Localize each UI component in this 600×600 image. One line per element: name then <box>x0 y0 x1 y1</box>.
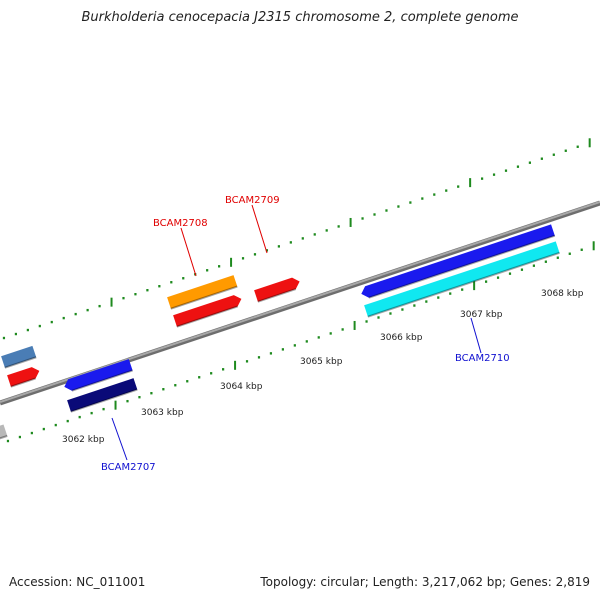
feature-blue-2707 <box>64 359 133 392</box>
gene-label: BCAM2710 <box>455 353 510 364</box>
lower-tick-track <box>6 241 595 443</box>
map-title: Burkholderia cenocepacia J2315 chromosom… <box>81 10 519 25</box>
ruler-label: 3067 kbp <box>460 310 503 320</box>
feature-navy-2707-body <box>67 378 138 412</box>
feature-gray-edge-body <box>0 424 8 439</box>
feature-red-2708 <box>173 295 242 328</box>
feature-red-left <box>7 367 40 388</box>
feature-cyan-2710-body <box>364 241 560 317</box>
backbone-highlight <box>0 201 600 403</box>
feature-blue-2710-shade <box>368 234 556 299</box>
genome-summary-text: Topology: circular; Length: 3,217,062 bp… <box>260 575 590 589</box>
feature-gray-edge <box>0 424 8 440</box>
feature-red-2709-shade <box>257 288 297 303</box>
feature-red-2708-body <box>173 295 242 327</box>
feature-blue-2710 <box>361 224 556 299</box>
feature-steelblue-left-body <box>1 345 37 368</box>
ruler-labels: 3062 kbp 3063 kbp 3064 kbp 3065 kbp 3066 kbp… <box>62 289 584 445</box>
leader-bcam2709 <box>251 204 268 254</box>
label-leader-lines <box>111 204 482 461</box>
leader-bcam2710 <box>470 317 482 354</box>
feature-orange-2708-shade <box>170 285 238 310</box>
feature-cyan-2710 <box>364 241 560 318</box>
gene-label: BCAM2709 <box>225 195 280 206</box>
ruler-label: 3068 kbp <box>541 289 584 299</box>
feature-orange-2708-body <box>167 275 238 309</box>
feature-red-2709-body <box>254 277 300 302</box>
feature-red-2708-shade <box>176 305 238 328</box>
feature-steelblue-left-shade <box>4 356 37 369</box>
feature-navy-2707-shade <box>70 388 138 413</box>
leader-bcam2708 <box>180 227 197 277</box>
accession-text: Accession: NC_011001 <box>9 575 146 589</box>
gene-labels: BCAM2707 BCAM2708 BCAM2709 BCAM2710 <box>101 195 510 473</box>
ruler-label: 3064 kbp <box>220 382 263 392</box>
feature-cyan-2710-shade <box>367 251 560 318</box>
ruler-label: 3063 kbp <box>141 408 184 418</box>
gene-label: BCAM2707 <box>101 462 156 473</box>
feature-gray-edge-shade <box>0 434 8 440</box>
feature-red-left-shade <box>10 377 36 388</box>
feature-blue-2707-body <box>64 359 133 391</box>
gene-features <box>0 224 560 440</box>
ruler-label: 3065 kbp <box>300 357 343 367</box>
feature-red-left-body <box>7 367 40 387</box>
upper-tick-track <box>2 138 591 340</box>
feature-navy-2707 <box>67 378 138 413</box>
feature-orange-2708 <box>167 275 238 310</box>
ruler-label: 3066 kbp <box>380 333 423 343</box>
leader-bcam2707 <box>111 417 128 461</box>
feature-steelblue-left <box>1 345 37 369</box>
feature-red-2709 <box>254 277 300 303</box>
ruler-label: 3062 kbp <box>62 435 105 445</box>
feature-blue-2710-body <box>361 224 555 298</box>
feature-blue-2707-shade <box>71 369 133 392</box>
gene-label: BCAM2708 <box>153 218 208 229</box>
